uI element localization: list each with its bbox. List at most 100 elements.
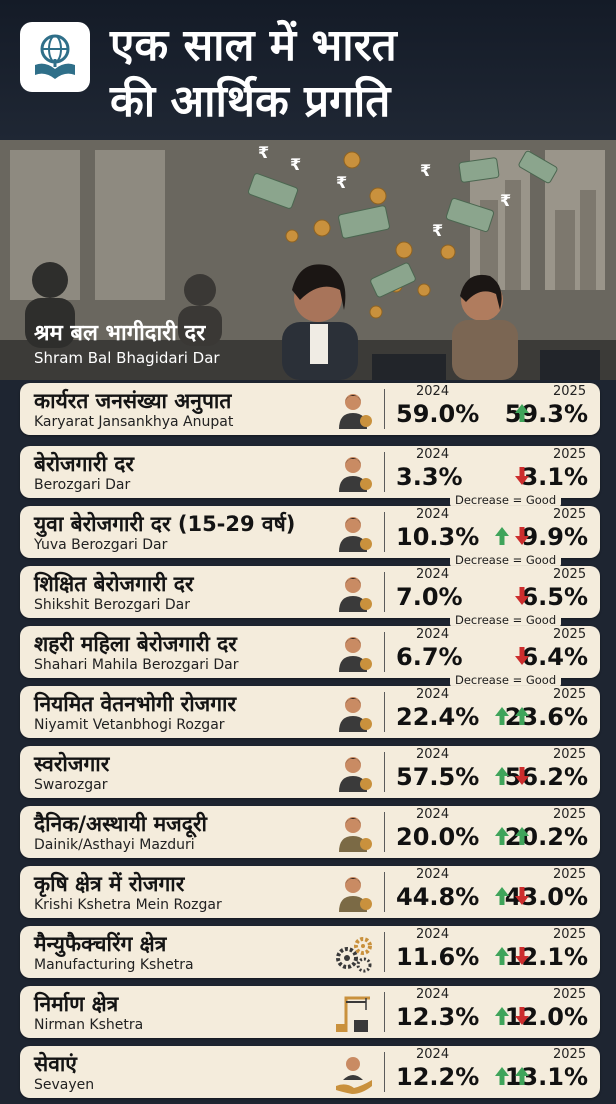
intro-english: Shram Bal Bhagidari Dar: [34, 349, 220, 367]
indicator-row: कार्यरत जनसंख्या अनुपात Karyarat Jansank…: [20, 383, 600, 435]
indicator-name-hindi: दैनिक/अस्थायी मजदूरी: [34, 812, 207, 836]
globe-book-icon: [35, 34, 75, 79]
divider: [384, 512, 385, 552]
indicator-row: मैन्युफैक्चरिंग क्षेत्र Manufacturing Ks…: [20, 926, 600, 978]
value-2024: 7.0%: [396, 583, 463, 611]
value-2024: 10.3%: [396, 523, 480, 551]
year-2024-label: 2024: [416, 747, 450, 762]
arrow-up-icon: [514, 403, 530, 423]
year-2024-label: 2024: [416, 927, 450, 942]
indicator-name-english: Manufacturing Kshetra: [34, 957, 194, 973]
salaried-woman-icon: [332, 692, 374, 734]
farmer-icon: [332, 872, 374, 914]
value-2024: 20.0%: [396, 823, 480, 851]
arrow-down-icon: [514, 466, 530, 486]
divider: [384, 389, 385, 429]
year-2024-label: 2024: [416, 384, 450, 399]
arrow-down-icon: [514, 766, 530, 786]
year-2025-label: 2025: [553, 447, 587, 462]
year-2025-label: 2025: [553, 687, 587, 702]
indicator-name-english: Shahari Mahila Berozgari Dar: [34, 657, 239, 673]
arrow-down-icon: [514, 886, 530, 906]
indicator-name-english: Nirman Kshetra: [34, 1017, 144, 1033]
indicator-name-english: Shikshit Berozgari Dar: [34, 597, 191, 613]
svg-text:₹: ₹: [420, 161, 431, 180]
indicator-row: स्वरोजगार Swarozgar 2024 2025 57.5% 56.2…: [20, 746, 600, 798]
indicator-row: युवा बेरोजगारी दर (15-29 वर्ष) Yuva Bero…: [20, 506, 600, 567]
divider: [384, 692, 385, 732]
value-2025: 3.1%: [521, 463, 588, 491]
indicator-name-english: Dainik/Asthayi Mazduri: [34, 837, 195, 853]
office-scene-illustration: ₹ ₹ ₹ ₹ ₹ ₹: [0, 140, 616, 380]
crane-icon: [332, 992, 374, 1034]
graduate-icon: [332, 572, 374, 614]
svg-text:₹: ₹: [500, 191, 511, 210]
indicator-row: शहरी महिला बेरोजगारी दर Shahari Mahila B…: [20, 626, 600, 687]
arrow-up-icon: [514, 706, 530, 726]
decrease-good-note: Decrease = Good: [450, 673, 562, 687]
intro-hindi: श्रम बल भागीदारी दर: [34, 321, 206, 346]
value-2025: 9.9%: [521, 523, 588, 551]
divider: [384, 812, 385, 852]
arrow-down-icon: [514, 946, 530, 966]
indicator-name-hindi: कृषि क्षेत्र में रोजगार: [34, 872, 185, 896]
value-2025: 59.3%: [504, 400, 588, 428]
divider: [384, 572, 385, 612]
year-2024-label: 2024: [416, 567, 450, 582]
arrow-up-icon: [494, 886, 510, 906]
divider: [384, 752, 385, 792]
arrow-up-icon: [494, 826, 510, 846]
year-2025-label: 2025: [553, 987, 587, 1002]
value-2024: 22.4%: [396, 703, 480, 731]
year-2024-label: 2024: [416, 1047, 450, 1062]
svg-text:₹: ₹: [432, 221, 443, 240]
divider: [384, 932, 385, 972]
indicator-name-english: Niyamit Vetanbhogi Rozgar: [34, 717, 225, 733]
year-2024-label: 2024: [416, 807, 450, 822]
year-2025-label: 2025: [553, 567, 587, 582]
svg-text:₹: ₹: [258, 143, 269, 162]
year-2024-label: 2024: [416, 867, 450, 882]
divider: [384, 452, 385, 492]
arrow-up-icon: [514, 826, 530, 846]
title-line-1: एक साल में भारत: [110, 20, 397, 71]
indicator-name-english: Swarozgar: [34, 777, 108, 793]
young-person-icon: [332, 512, 374, 554]
indicator-name-english: Karyarat Jansankhya Anupat: [34, 414, 234, 430]
page-title: एक साल में भारत की आर्थिक प्रगति: [110, 18, 610, 130]
arrow-up-icon: [494, 1006, 510, 1026]
year-2024-label: 2024: [416, 987, 450, 1002]
value-2024: 59.0%: [396, 400, 480, 428]
indicator-name-english: Berozgari Dar: [34, 477, 131, 493]
indicator-name-hindi: कार्यरत जनसंख्या अनुपात: [34, 389, 232, 413]
indicator-row: बेरोजगारी दर Berozgari Dar 2024 2025 3.3…: [20, 446, 600, 507]
value-2025: 6.4%: [521, 643, 588, 671]
arrow-up-icon: [514, 1066, 530, 1086]
year-2025-label: 2025: [553, 1047, 587, 1062]
job-seeker-icon: [332, 452, 374, 494]
year-2025-label: 2025: [553, 384, 587, 399]
indicator-name-hindi: नियमित वेतनभोगी रोजगार: [34, 692, 237, 716]
year-2024-label: 2024: [416, 687, 450, 702]
worker-desk-icon: [332, 389, 374, 431]
year-2025-label: 2025: [553, 747, 587, 762]
value-2024: 12.2%: [396, 1063, 480, 1091]
year-2025-label: 2025: [553, 627, 587, 642]
indicator-name-hindi: निर्माण क्षेत्र: [34, 992, 119, 1016]
arrow-down-icon: [514, 646, 530, 666]
indicator-row: नियमित वेतनभोगी रोजगार Niyamit Vetanbhog…: [20, 686, 600, 738]
arrow-down-icon: [514, 526, 530, 546]
indicator-row: दैनिक/अस्थायी मजदूरी Dainik/Asthayi Mazd…: [20, 806, 600, 858]
value-2025: 23.6%: [504, 703, 588, 731]
value-2024: 3.3%: [396, 463, 463, 491]
intro-heading: श्रम बल भागीदारी दर Shram Bal Bhagidari …: [34, 320, 220, 368]
year-2025-label: 2025: [553, 507, 587, 522]
indicator-name-hindi: शहरी महिला बेरोजगारी दर: [34, 632, 237, 656]
year-2024-label: 2024: [416, 447, 450, 462]
indicator-name-hindi: सेवाएं: [34, 1052, 77, 1076]
arrow-up-icon: [494, 766, 510, 786]
indicator-name-hindi: बेरोजगारी दर: [34, 452, 134, 476]
indicator-name-english: Yuva Berozgari Dar: [34, 537, 168, 553]
indicator-name-hindi: शिक्षित बेरोजगारी दर: [34, 572, 194, 596]
decrease-good-note: Decrease = Good: [450, 553, 562, 567]
